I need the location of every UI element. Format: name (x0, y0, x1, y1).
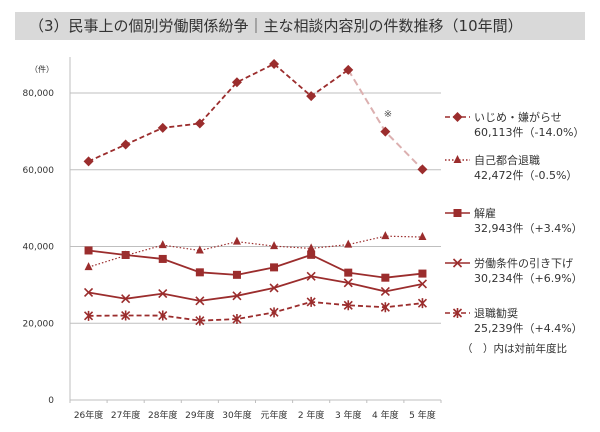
data-point (343, 278, 353, 288)
data-point (270, 241, 279, 250)
legend-value: 25,239件（+4.4%） (474, 322, 583, 335)
data-point (380, 286, 390, 297)
y-axis-unit: （件） (30, 64, 54, 74)
data-point (418, 232, 427, 241)
data-point (158, 254, 167, 263)
annotation-note: ※ (384, 109, 392, 120)
data-point (121, 294, 131, 304)
data-point (195, 296, 205, 306)
data-point (417, 279, 428, 289)
data-point (418, 269, 427, 278)
data-point (231, 77, 242, 88)
data-point (417, 298, 428, 309)
data-point (83, 310, 94, 321)
x-tick-label: 27年度 (111, 409, 140, 421)
data-point (158, 289, 168, 299)
legend-label: 退職勧奨 (474, 306, 518, 320)
data-point (195, 315, 205, 326)
data-point (120, 139, 131, 150)
data-point (269, 58, 280, 69)
data-point (121, 310, 131, 321)
data-point (84, 262, 93, 271)
data-point (307, 250, 316, 259)
data-point (306, 296, 316, 307)
data-point (232, 314, 242, 325)
legend-label: 自己都合退職 (474, 153, 540, 167)
legend-marker (452, 308, 463, 318)
data-point (307, 243, 316, 252)
data-point (158, 240, 167, 249)
x-tick-label: 29年度 (185, 409, 214, 421)
x-tick-label: 元年度 (261, 409, 288, 421)
data-point (157, 122, 168, 133)
data-point (83, 287, 94, 298)
data-point (306, 271, 316, 281)
x-tick-label: 28年度 (148, 409, 177, 421)
series-line-1 (88, 235, 423, 268)
data-point (343, 64, 354, 75)
x-tick-label: 3 年度 (335, 409, 362, 421)
x-tick-label: 5 年度 (409, 409, 436, 421)
data-point (381, 231, 390, 240)
legend-label: 解雇 (474, 206, 496, 220)
data-point (194, 118, 205, 129)
legend-value: 30,234件（+6.9%） (474, 272, 583, 285)
data-point (269, 307, 279, 318)
y-tick-label: 40,000 (23, 243, 55, 253)
data-point (381, 273, 390, 282)
data-point (344, 268, 353, 277)
legend-label: 労働条件の引き下げ (474, 256, 573, 270)
y-tick-label: 80,000 (23, 89, 55, 99)
legend-marker (453, 155, 462, 163)
series-line-0 (88, 62, 349, 163)
legend-value: 60,113件（-14.0%） (474, 126, 584, 139)
x-tick-label: 2 年度 (298, 409, 325, 421)
data-point (232, 236, 241, 245)
legend-label: いじめ・嫌がらせ (474, 110, 562, 124)
data-point (121, 250, 130, 259)
data-point (417, 164, 428, 175)
data-point (83, 156, 94, 167)
x-tick-label: 26年度 (74, 409, 103, 421)
legend-footnote: （ ）内は対前年度比 (462, 342, 567, 355)
legend-marker (453, 209, 462, 217)
legend-value: 42,472件（-0.5%） (474, 169, 577, 182)
data-point (195, 245, 204, 254)
y-tick-label: 60,000 (23, 166, 55, 176)
legend-value: 32,943件（+3.4%） (474, 222, 583, 235)
data-point (84, 246, 93, 255)
x-tick-label: 4 年度 (372, 409, 399, 421)
data-point (158, 310, 168, 321)
legend-marker (452, 112, 463, 122)
data-point (270, 263, 279, 272)
y-tick-label: 20,000 (23, 319, 55, 329)
legend-marker (452, 258, 463, 268)
data-point (343, 300, 353, 311)
data-point (195, 268, 204, 277)
series-line-4 (88, 301, 423, 322)
x-tick-label: 30年度 (222, 409, 251, 421)
data-point (232, 291, 242, 301)
series-line-3 (88, 275, 423, 302)
chart-title: （3）民事上の個別労働関係紛争｜主な相談内容別の件数推移（10年間） (15, 12, 585, 40)
data-point (344, 239, 353, 248)
data-point (306, 91, 317, 102)
data-point (232, 270, 241, 279)
series-line-2 (88, 249, 423, 279)
y-tick-label: 0 (48, 396, 54, 406)
data-point (269, 283, 279, 293)
data-point (380, 302, 390, 313)
data-point (380, 126, 391, 137)
